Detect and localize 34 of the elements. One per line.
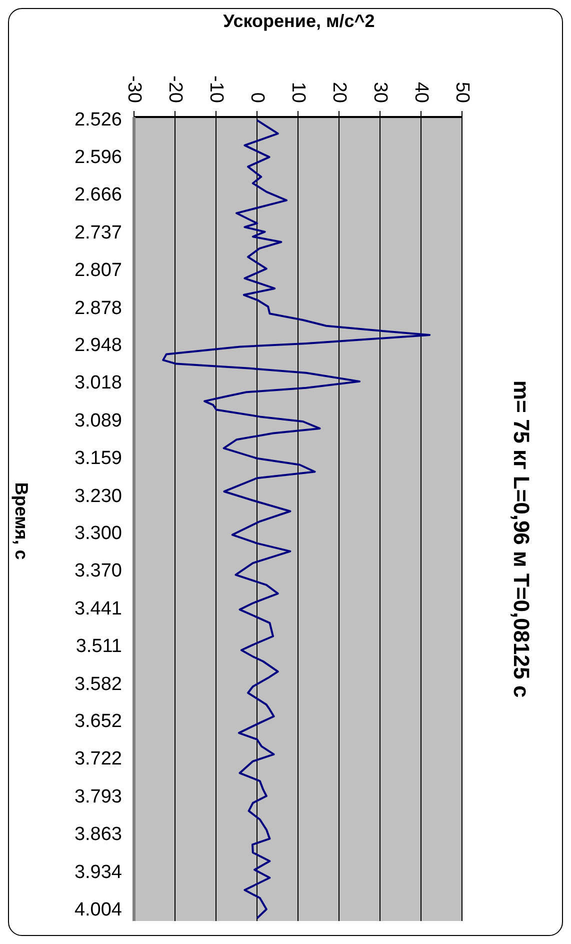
y-tick-label: 2.878 xyxy=(74,298,122,319)
y-tick-label: 3.159 xyxy=(74,448,122,469)
y-tick-label: 2.948 xyxy=(74,335,122,356)
y-tick-label: 3.230 xyxy=(74,486,122,507)
y-tick-label: 4.004 xyxy=(74,899,122,920)
x-tick-label: 20 xyxy=(328,82,350,103)
x-tick-label: 40 xyxy=(410,82,432,103)
x-tick-label: 50 xyxy=(452,82,472,103)
y-tick-label: 3.441 xyxy=(74,598,122,620)
y-tick-label: 3.370 xyxy=(74,560,122,582)
y-tick-label: 3.863 xyxy=(74,824,122,845)
y-tick-label: 3.652 xyxy=(74,711,122,732)
y-tick-label: 2.596 xyxy=(74,147,122,168)
x-tick-label: 0 xyxy=(246,92,268,103)
y-tick-label: 3.089 xyxy=(74,410,122,432)
x-tick-label: 10 xyxy=(288,82,308,103)
x-tick-label: -10 xyxy=(206,76,226,103)
y-tick-label: 3.018 xyxy=(74,372,122,394)
y-tick-label: 3.511 xyxy=(76,636,122,657)
x-tick-label: 30 xyxy=(370,82,390,103)
y-tick-label: 3.300 xyxy=(74,523,122,544)
y-axis-title: Время, с xyxy=(10,482,32,560)
y-tick-label: 2.666 xyxy=(74,184,122,206)
y-tick-label: 3.934 xyxy=(74,862,122,883)
x-tick-label: -30 xyxy=(124,76,144,103)
y-tick-label: 3.793 xyxy=(74,786,122,808)
y-tick-label: 2.526 xyxy=(74,110,122,131)
x-axis-title: Ускорение, м/с^2 xyxy=(222,11,376,32)
x-tick-label: -20 xyxy=(164,76,186,103)
y-tick-label: 2.807 xyxy=(74,260,122,281)
y-tick-label: 3.582 xyxy=(74,674,122,695)
y-tick-label: 2.737 xyxy=(74,222,122,244)
y-tick-label: 3.722 xyxy=(74,748,122,770)
text: m= 75 кг L=0,96 м T=0,08125 с xyxy=(508,380,534,698)
